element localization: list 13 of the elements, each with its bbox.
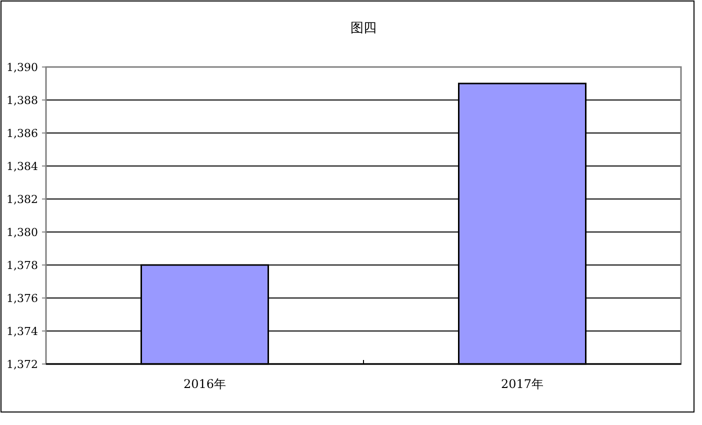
- ytick: 1,374: [6, 325, 38, 338]
- ytick: 1,388: [6, 94, 38, 107]
- ytick: 1,380: [6, 226, 38, 239]
- title: 图四: [350, 21, 376, 36]
- ytick: 1,384: [6, 160, 38, 173]
- xtick: 2016年: [183, 377, 226, 391]
- ytick: 1,376: [6, 292, 38, 305]
- ytick: 1,372: [6, 358, 38, 371]
- ytick: 1,378: [6, 259, 38, 272]
- xtick: 2017年: [500, 377, 544, 391]
- ytick: 1,382: [6, 193, 38, 206]
- ytick: 1,390: [6, 61, 38, 74]
- ytick: 1,386: [6, 127, 38, 140]
